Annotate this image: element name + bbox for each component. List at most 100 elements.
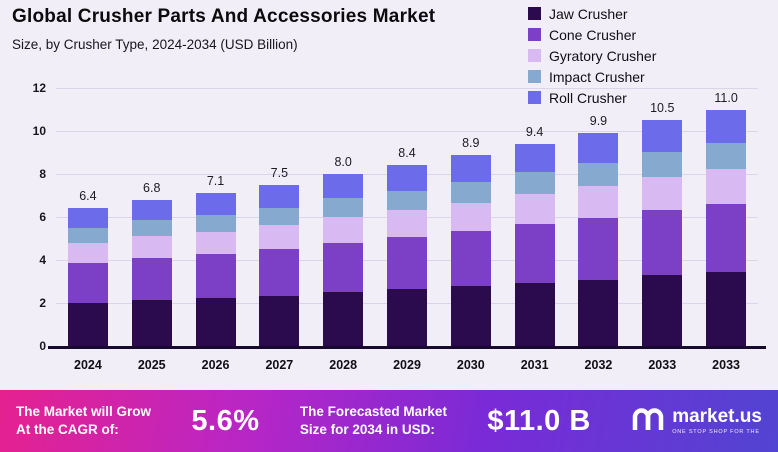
bar-segment-impact-crusher xyxy=(706,142,747,169)
x-axis-tick-label: 2026 xyxy=(201,358,230,372)
legend-label: Gyratory Crusher xyxy=(549,47,657,64)
x-axis-tick-label: 2030 xyxy=(456,358,485,372)
bar-segment-roll-crusher xyxy=(195,193,236,215)
bar-segment-roll-crusher xyxy=(67,208,108,228)
bar-segment-roll-crusher xyxy=(642,120,683,152)
bar-segment-cone-crusher xyxy=(259,249,300,296)
bar-segment-impact-crusher xyxy=(514,172,555,195)
cagr-label-line2: At the CAGR of: xyxy=(16,422,119,437)
bar-segment-gyratory-crusher xyxy=(642,176,683,211)
y-axis-tick-label: 12 xyxy=(32,81,46,95)
bar-segment-jaw-crusher xyxy=(131,300,172,346)
bar-total-label: 10.5 xyxy=(650,101,675,116)
bar-segment-roll-crusher xyxy=(323,173,364,199)
bar-total-label: 6.4 xyxy=(79,189,97,204)
bar-total-label: 7.1 xyxy=(206,174,225,189)
gridline xyxy=(56,88,758,89)
bar-segment-jaw-crusher xyxy=(323,292,364,346)
bar-segment-gyratory-crusher xyxy=(131,236,172,258)
bar-segment-cone-crusher xyxy=(195,254,236,299)
y-axis-tick-label: 0 xyxy=(39,339,46,353)
bar-segment-jaw-crusher xyxy=(67,303,108,346)
chart-subtitle: Size, by Crusher Type, 2024-2034 (USD Bi… xyxy=(12,37,298,52)
legend-swatch xyxy=(528,28,541,41)
forecast-label-line1: The Forecasted Market xyxy=(299,404,447,420)
bar-segment-impact-crusher xyxy=(131,220,172,237)
bar-segment-cone-crusher xyxy=(514,224,555,283)
bar-segment-cone-crusher xyxy=(387,237,427,290)
legend-swatch xyxy=(528,91,541,104)
bar-segment-roll-crusher xyxy=(450,154,491,182)
bar-total-label: 9.9 xyxy=(589,114,608,129)
y-axis-tick-label: 4 xyxy=(39,253,46,267)
bar-segment-gyratory-crusher xyxy=(578,186,619,219)
bar-segment-gyratory-crusher xyxy=(195,231,236,255)
bar-segment-roll-crusher xyxy=(259,184,300,208)
y-axis-tick-label: 10 xyxy=(32,124,46,138)
bar-segment-jaw-crusher xyxy=(514,282,555,346)
bar-segment-cone-crusher xyxy=(67,263,108,303)
y-axis-tick-label: 2 xyxy=(39,296,46,310)
bar-segment-gyratory-crusher xyxy=(514,194,555,225)
x-axis-tick-label: 2033 xyxy=(648,358,677,372)
bar-total-label: 9.4 xyxy=(525,124,544,139)
x-axis-tick-label: 2032 xyxy=(584,358,613,372)
brand-logo: market.us ONE STOP SHOP FOR THE xyxy=(631,404,762,439)
forecast-value: $11.0 B xyxy=(487,404,591,437)
brand-name: market.us xyxy=(672,406,762,427)
bar-segment-cone-crusher xyxy=(323,242,364,293)
bar-segment-jaw-crusher xyxy=(578,279,619,346)
x-axis-tick-label: 2029 xyxy=(393,358,421,372)
bar-total-label: 8.0 xyxy=(334,154,352,169)
footer-banner: The Market will Grow At the CAGR of: 5.6… xyxy=(0,390,778,452)
bar-segment-roll-crusher xyxy=(131,199,172,221)
cagr-label-line1: The Market will Grow xyxy=(16,404,152,420)
forecast-label: The Forecasted Market Size for 2034 in U… xyxy=(300,403,447,438)
x-axis-tick-label: 2033 xyxy=(712,358,740,372)
page-title: Global Crusher Parts And Accessories Mar… xyxy=(12,6,436,27)
bar-total-label: 8.9 xyxy=(462,135,480,150)
bar-segment-roll-crusher xyxy=(514,143,555,173)
bar-segment-gyratory-crusher xyxy=(67,242,108,264)
bar-segment-impact-crusher xyxy=(450,181,491,203)
legend-item-cone-crusher: Cone Crusher xyxy=(528,24,656,45)
bar-segment-impact-crusher xyxy=(195,214,236,232)
bar-segment-jaw-crusher xyxy=(195,298,236,346)
bar-segment-jaw-crusher xyxy=(259,295,300,346)
legend-item-jaw-crusher: Jaw Crusher xyxy=(528,3,656,24)
bar-segment-gyratory-crusher xyxy=(706,168,747,204)
bar-total-label: 6.8 xyxy=(143,180,161,195)
bar-segment-jaw-crusher xyxy=(642,275,683,346)
x-axis-line xyxy=(48,346,766,349)
gridline xyxy=(56,131,758,132)
market-us-logo-icon xyxy=(631,404,665,439)
brand-text: market.us ONE STOP SHOP FOR THE xyxy=(672,407,762,435)
legend-item-gyratory-crusher: Gyratory Crusher xyxy=(528,45,656,66)
bar-segment-cone-crusher xyxy=(450,230,491,287)
legend-swatch xyxy=(528,70,541,83)
bar-segment-jaw-crusher xyxy=(387,289,427,346)
bar-segment-cone-crusher xyxy=(578,218,619,280)
x-axis-tick-label: 2027 xyxy=(265,358,294,372)
bar-segment-cone-crusher xyxy=(131,257,172,301)
bar-segment-cone-crusher xyxy=(706,203,747,273)
y-axis-tick-label: 8 xyxy=(39,167,46,181)
bar-segment-gyratory-crusher xyxy=(450,202,491,231)
bar-segment-cone-crusher xyxy=(642,210,683,276)
legend-swatch xyxy=(528,7,541,20)
chart-header: Global Crusher Parts And Accessories Mar… xyxy=(12,6,522,52)
bar-segment-roll-crusher xyxy=(387,165,427,191)
legend-label: Jaw Crusher xyxy=(549,5,628,22)
x-axis-tick-label: 2031 xyxy=(520,358,549,372)
bar-segment-impact-crusher xyxy=(578,163,619,187)
x-axis-tick-label: 2028 xyxy=(329,358,358,372)
bar-segment-gyratory-crusher xyxy=(323,217,364,243)
bar-total-label: 8.4 xyxy=(398,146,416,161)
legend-label: Roll Crusher xyxy=(549,89,627,106)
legend-item-roll-crusher: Roll Crusher xyxy=(528,87,656,108)
bar-segment-impact-crusher xyxy=(67,227,108,243)
brand-tagline: ONE STOP SHOP FOR THE xyxy=(672,429,760,435)
bar-segment-gyratory-crusher xyxy=(387,210,427,238)
cagr-label: The Market will Grow At the CAGR of: xyxy=(16,403,151,438)
